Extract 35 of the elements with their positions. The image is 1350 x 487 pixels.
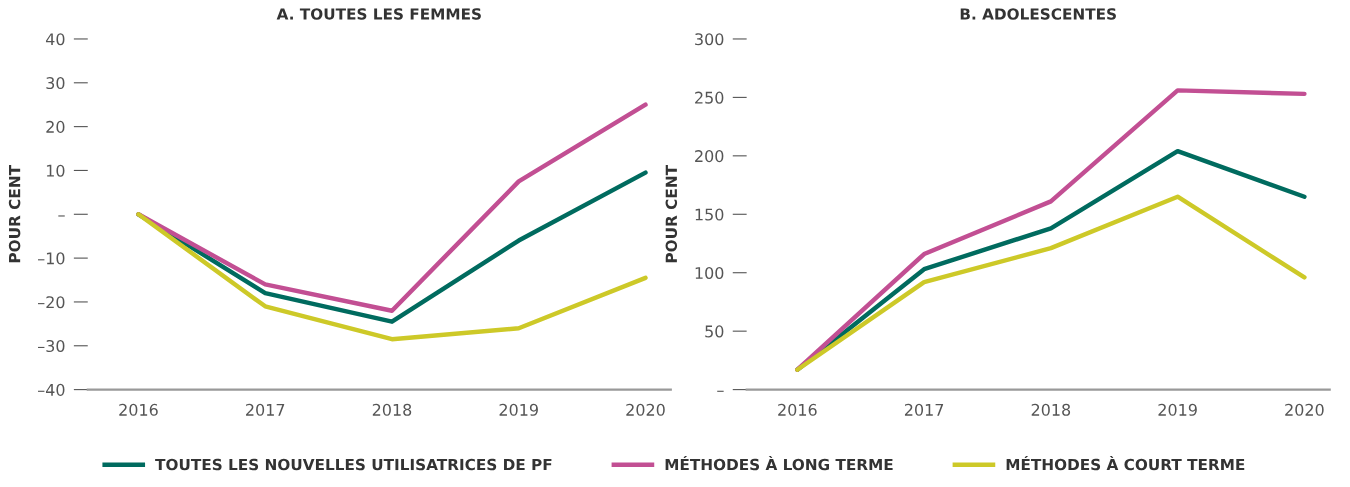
y-tick-label: –20 [38, 296, 65, 309]
x-tick-label: 2017 [246, 403, 285, 416]
x-tick-label: 2020 [626, 403, 665, 416]
x-tick-label: 2019 [499, 403, 538, 416]
x-tick-label: 2017 [904, 403, 944, 416]
y-tick-label: –30 [38, 339, 65, 353]
y-axis-title: POUR CENT [665, 165, 678, 263]
line-series [795, 194, 1307, 372]
chart-title: B. ADOLESCENTES [960, 8, 1116, 20]
y-tick-label: 30 [46, 77, 65, 90]
y-tick-label: 50 [705, 325, 724, 338]
y-tick-label: 150 [695, 208, 724, 221]
legend-label: MÉTHODES À LONG TERME [665, 455, 893, 471]
x-tick-label: 2019 [1158, 403, 1197, 416]
y-tick-label: – [58, 215, 65, 217]
chart-title: A. TOUTES LES FEMMES [276, 8, 481, 20]
y-tick-label: 100 [695, 266, 724, 280]
y-axis-title: POUR CENT [8, 165, 21, 263]
y-tick-label: 20 [46, 120, 65, 133]
line-series [136, 212, 648, 342]
y-tick-label: –10 [38, 252, 65, 265]
y-tick-label: – [717, 390, 724, 392]
y-tick-label: 200 [695, 150, 724, 163]
y-tick-label: 40 [45, 33, 65, 46]
x-tick-label: 2018 [372, 403, 412, 416]
legend-label: TOUTES LES NOUVELLES UTILISATRICES DE PF [155, 458, 552, 471]
y-tick-label: 300 [695, 33, 724, 46]
y-tick-label: 250 [695, 91, 724, 104]
legend-label: MÉTHODES À COURT TERME [1006, 455, 1245, 471]
x-tick-label: 2016 [119, 403, 158, 416]
y-tick-label: 10 [46, 164, 65, 177]
x-tick-label: 2018 [1031, 403, 1071, 416]
y-tick-label: –40 [38, 383, 65, 396]
x-tick-label: 2016 [778, 403, 817, 416]
x-tick-label: 2020 [1285, 403, 1324, 416]
